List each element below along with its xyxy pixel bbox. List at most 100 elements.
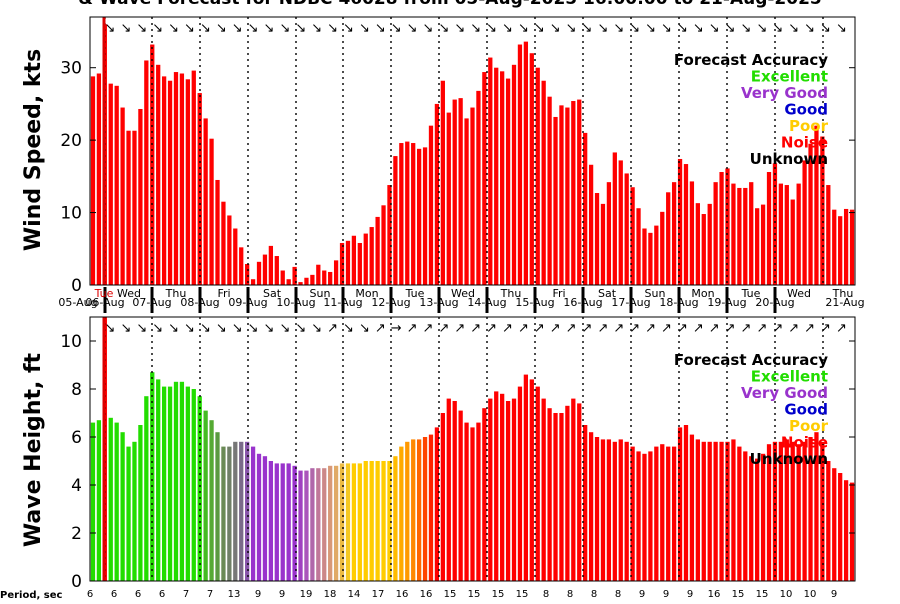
direction-arrow: ↘: [645, 21, 656, 36]
bar: [784, 439, 789, 581]
bar: [428, 125, 434, 286]
direction-arrow: ↗: [566, 321, 577, 336]
direction-arrow: ↘: [407, 21, 418, 36]
bar: [766, 444, 772, 581]
bar: [737, 187, 742, 285]
y-tick-label: 2: [71, 524, 82, 544]
direction-arrow: ↗: [804, 321, 815, 336]
direction-arrow: ↘: [105, 21, 116, 36]
bar: [333, 465, 339, 581]
bar: [126, 130, 131, 285]
bar: [648, 451, 653, 581]
bar: [778, 183, 784, 285]
direction-arrow: ↘: [693, 21, 704, 36]
bar: [660, 444, 665, 581]
bar: [250, 446, 256, 581]
legend-item: Good: [784, 101, 828, 119]
bar: [476, 422, 481, 581]
bar: [464, 118, 469, 285]
direction-arrow: ↗: [693, 321, 704, 336]
direction-arrow: ↘: [295, 21, 306, 36]
day-name-label: Sat: [263, 287, 282, 300]
bar: [838, 216, 843, 285]
direction-arrow: ↗: [709, 321, 720, 336]
bar: [749, 456, 754, 581]
direction-arrow: ↗: [407, 321, 418, 336]
bar: [719, 172, 724, 285]
bar: [772, 163, 778, 285]
bar: [167, 386, 173, 581]
bar: [808, 437, 813, 581]
direction-arrow: ↘: [168, 321, 179, 336]
period-value: 15: [732, 589, 745, 600]
direction-arrow: ↘: [629, 21, 640, 36]
bar: [280, 463, 285, 581]
direction-arrow: ↗: [534, 321, 545, 336]
bar: [553, 116, 558, 286]
period-value: 6: [135, 589, 141, 600]
direction-arrow: ↘: [518, 21, 529, 36]
bar: [138, 108, 143, 286]
direction-arrow: ↘: [168, 21, 179, 36]
direction-arrow: ↘: [120, 21, 131, 36]
direction-arrow: ↘: [709, 21, 720, 36]
bar: [725, 168, 730, 285]
direction-arrow: ↘: [661, 21, 672, 36]
direction-arrow: ↘: [248, 321, 259, 336]
bar: [310, 468, 315, 581]
day-divider: [773, 287, 777, 313]
bar: [393, 456, 398, 581]
bar: [428, 434, 434, 581]
direction-arrow: ↘: [248, 21, 259, 36]
direction-arrow: ↘: [216, 21, 227, 36]
bar: [215, 432, 220, 581]
bar: [535, 386, 540, 581]
direction-arrow: ↗: [454, 321, 465, 336]
bar: [381, 461, 386, 581]
bar: [701, 214, 706, 285]
bar: [203, 118, 208, 285]
day-name-label: Sun: [645, 287, 666, 300]
bar: [215, 179, 220, 285]
direction-arrow: ↗: [788, 321, 799, 336]
date-label: 20-Aug: [755, 296, 794, 309]
bar: [250, 279, 256, 285]
direction-arrow: →: [391, 321, 402, 336]
bar: [606, 182, 612, 285]
bar: [802, 441, 807, 581]
wind-speed-panel: ↘ ↘ ↘ ↘ ↘ ↘ ↘ ↘ ↘ ↘ ↘ ↘ ↘ ↘ ↘ ↘ ↘ ↘ ↘ ↘ ↘ ↘ ↘ ↘ ↘ ↘ ↘ ↘ ↘ ↘ ↘ ↘ ↘ ↘ ↘ ↘ ↘ ↘ ↘ ↘…: [21, 16, 865, 313]
bar: [191, 389, 196, 581]
bar: [796, 444, 801, 581]
direction-arrow: ↘: [279, 21, 290, 36]
bar: [422, 147, 428, 285]
legend-item: Poor: [789, 417, 829, 435]
bar: [654, 446, 659, 581]
bar: [719, 441, 724, 581]
direction-arrow: ↘: [502, 21, 513, 36]
bar: [749, 182, 754, 285]
direction-arrow: ↘: [216, 321, 227, 336]
bar: [120, 107, 125, 285]
day-name-label: Tue: [741, 287, 761, 300]
bar: [328, 271, 333, 285]
period-value: 18: [324, 589, 337, 600]
day-name-label: Thu: [165, 287, 187, 300]
bar: [227, 446, 232, 581]
bar: [796, 183, 801, 285]
bar: [167, 80, 173, 286]
bar: [446, 398, 451, 581]
direction-arrow: ↘: [264, 21, 275, 36]
direction-arrow: ↘: [788, 21, 799, 36]
bar: [731, 183, 736, 285]
bar: [375, 461, 380, 581]
bar: [814, 125, 819, 286]
direction-arrow: ↗: [423, 321, 434, 336]
bar: [755, 458, 760, 581]
bar: [624, 441, 629, 581]
day-divider: [150, 287, 154, 313]
bar: [191, 70, 196, 285]
y-tick-label: 10: [60, 204, 82, 224]
period-value: 9: [663, 589, 669, 600]
bar: [416, 439, 422, 581]
day-name-label: Tue: [405, 287, 425, 300]
